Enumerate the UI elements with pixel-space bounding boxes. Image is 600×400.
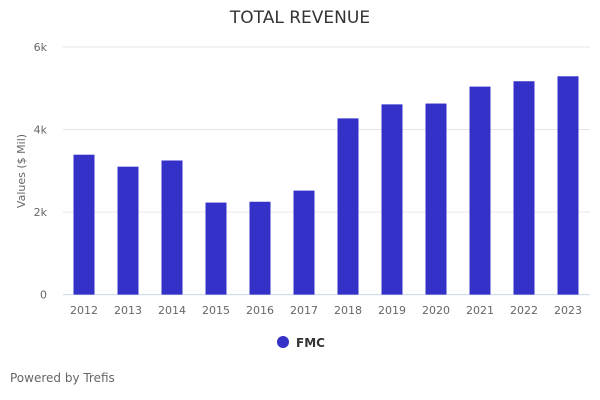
- y-tick-label: 0: [40, 289, 47, 302]
- bar-2016: [249, 201, 271, 295]
- x-tick-label: 2019: [378, 304, 406, 317]
- bar-2019: [381, 104, 403, 295]
- bar-2023: [557, 76, 579, 295]
- y-axis-label: Values ($ Mil): [15, 134, 28, 208]
- credit-text: Powered by Trefis: [10, 371, 115, 385]
- bar-2012: [73, 154, 95, 295]
- legend-marker: [277, 336, 289, 348]
- bar-2020: [425, 103, 447, 295]
- x-tick-label: 2016: [246, 304, 274, 317]
- x-tick-label: 2013: [114, 304, 142, 317]
- x-tick-label: 2022: [510, 304, 538, 317]
- bar-2014: [161, 160, 183, 295]
- x-tick-label: 2012: [70, 304, 98, 317]
- bar-2017: [293, 190, 315, 295]
- x-tick-label: 2020: [422, 304, 450, 317]
- x-tick-label: 2015: [202, 304, 230, 317]
- x-tick-label: 2023: [554, 304, 582, 317]
- bar-2022: [513, 81, 535, 295]
- bar-2015: [205, 202, 227, 295]
- x-tick-label: 2017: [290, 304, 318, 317]
- bar-2018: [337, 118, 359, 295]
- bar-2021: [469, 86, 491, 295]
- y-tick-label: 6k: [34, 41, 48, 54]
- y-tick-label: 4k: [34, 124, 48, 137]
- y-tick-label: 2k: [34, 206, 48, 219]
- x-tick-label: 2018: [334, 304, 362, 317]
- legend-label: FMC: [296, 336, 325, 350]
- x-tick-label: 2021: [466, 304, 494, 317]
- chart-title: TOTAL REVENUE: [229, 8, 371, 28]
- bar-2013: [117, 166, 139, 295]
- x-tick-label: 2014: [158, 304, 186, 317]
